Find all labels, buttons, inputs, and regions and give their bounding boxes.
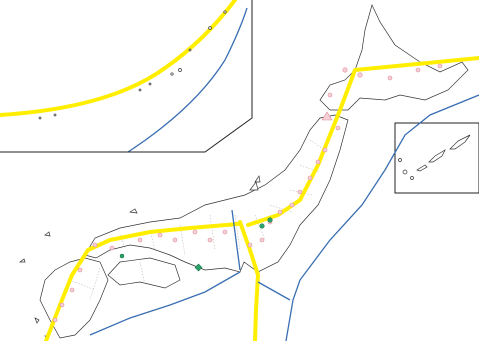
inset-frame xyxy=(394,122,479,194)
islands xyxy=(38,10,227,120)
inset-islands xyxy=(0,0,253,153)
trench xyxy=(127,7,248,153)
small-islands xyxy=(18,175,261,340)
trench xyxy=(89,271,241,336)
plate-boundary xyxy=(238,220,260,341)
trench xyxy=(285,94,479,341)
station-markers xyxy=(119,217,273,272)
plate-boundary xyxy=(246,56,479,227)
trench xyxy=(257,281,291,301)
islands xyxy=(398,134,471,180)
inset-kuril xyxy=(394,122,479,194)
trench xyxy=(231,209,241,271)
inset-frame xyxy=(0,0,253,153)
plate-boundary xyxy=(44,222,240,341)
volcano-markers xyxy=(52,63,443,323)
shikoku xyxy=(107,257,181,289)
